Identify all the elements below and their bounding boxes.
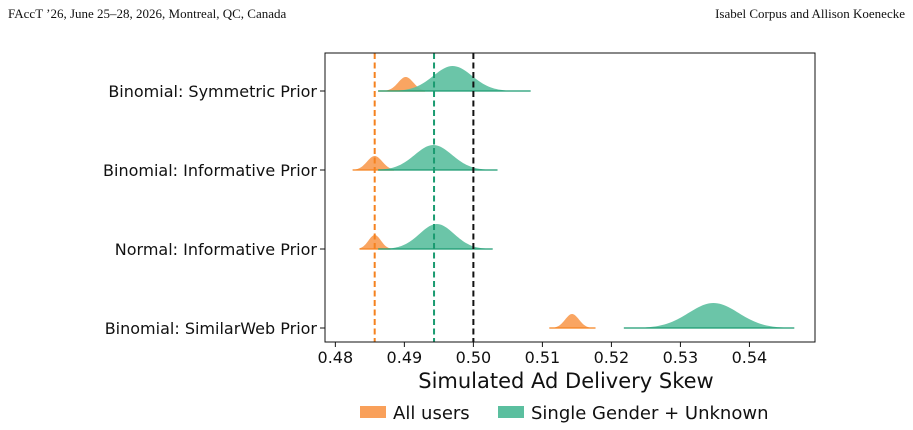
density-all-users-0 — [378, 77, 426, 91]
y-tick-label: Binomial: SimilarWeb Prior — [105, 319, 318, 338]
x-tick-label: 0.48 — [318, 348, 354, 367]
y-axis: Binomial: Symmetric Prior Binomial: Infor… — [103, 82, 325, 338]
x-tick-label: 0.50 — [456, 348, 492, 367]
density-single-gender-0 — [378, 66, 531, 91]
x-tick-label: 0.54 — [732, 348, 768, 367]
density-all-users-3 — [549, 314, 596, 328]
plot-frame — [324, 52, 816, 343]
density-all-users-2 — [359, 235, 391, 249]
legend-label-0: All users — [393, 403, 470, 424]
x-axis: 0.48 0.49 0.50 0.51 0.52 0.53 0.54 — [318, 342, 768, 367]
header-authors: Isabel Corpus and Allison Koenecke — [715, 6, 905, 21]
density-all-users-1 — [352, 156, 395, 170]
x-tick-label: 0.53 — [663, 348, 699, 367]
legend-swatch-1 — [498, 406, 524, 418]
legend-swatch-0 — [360, 406, 386, 418]
ridges-layer — [352, 66, 795, 329]
y-tick-label: Binomial: Symmetric Prior — [108, 82, 317, 101]
x-tick-label: 0.52 — [594, 348, 630, 367]
reference-lines-layer — [373, 53, 475, 342]
x-tick-label: 0.51 — [525, 348, 561, 367]
density-single-gender-1 — [378, 145, 498, 170]
density-single-gender-2 — [378, 224, 493, 249]
legend-label-1: Single Gender + Unknown — [531, 403, 768, 424]
header-venue: FAccT ’26, June 25–28, 2026, Montreal, Q… — [8, 6, 287, 21]
x-axis-label: Simulated Ad Delivery Skew — [418, 369, 713, 393]
density-single-gender-3 — [623, 303, 795, 328]
legend: All users Single Gender + Unknown — [360, 403, 768, 424]
y-tick-label: Normal: Informative Prior — [115, 240, 318, 259]
x-tick-label: 0.49 — [387, 348, 423, 367]
y-tick-label: Binomial: Informative Prior — [103, 161, 317, 180]
